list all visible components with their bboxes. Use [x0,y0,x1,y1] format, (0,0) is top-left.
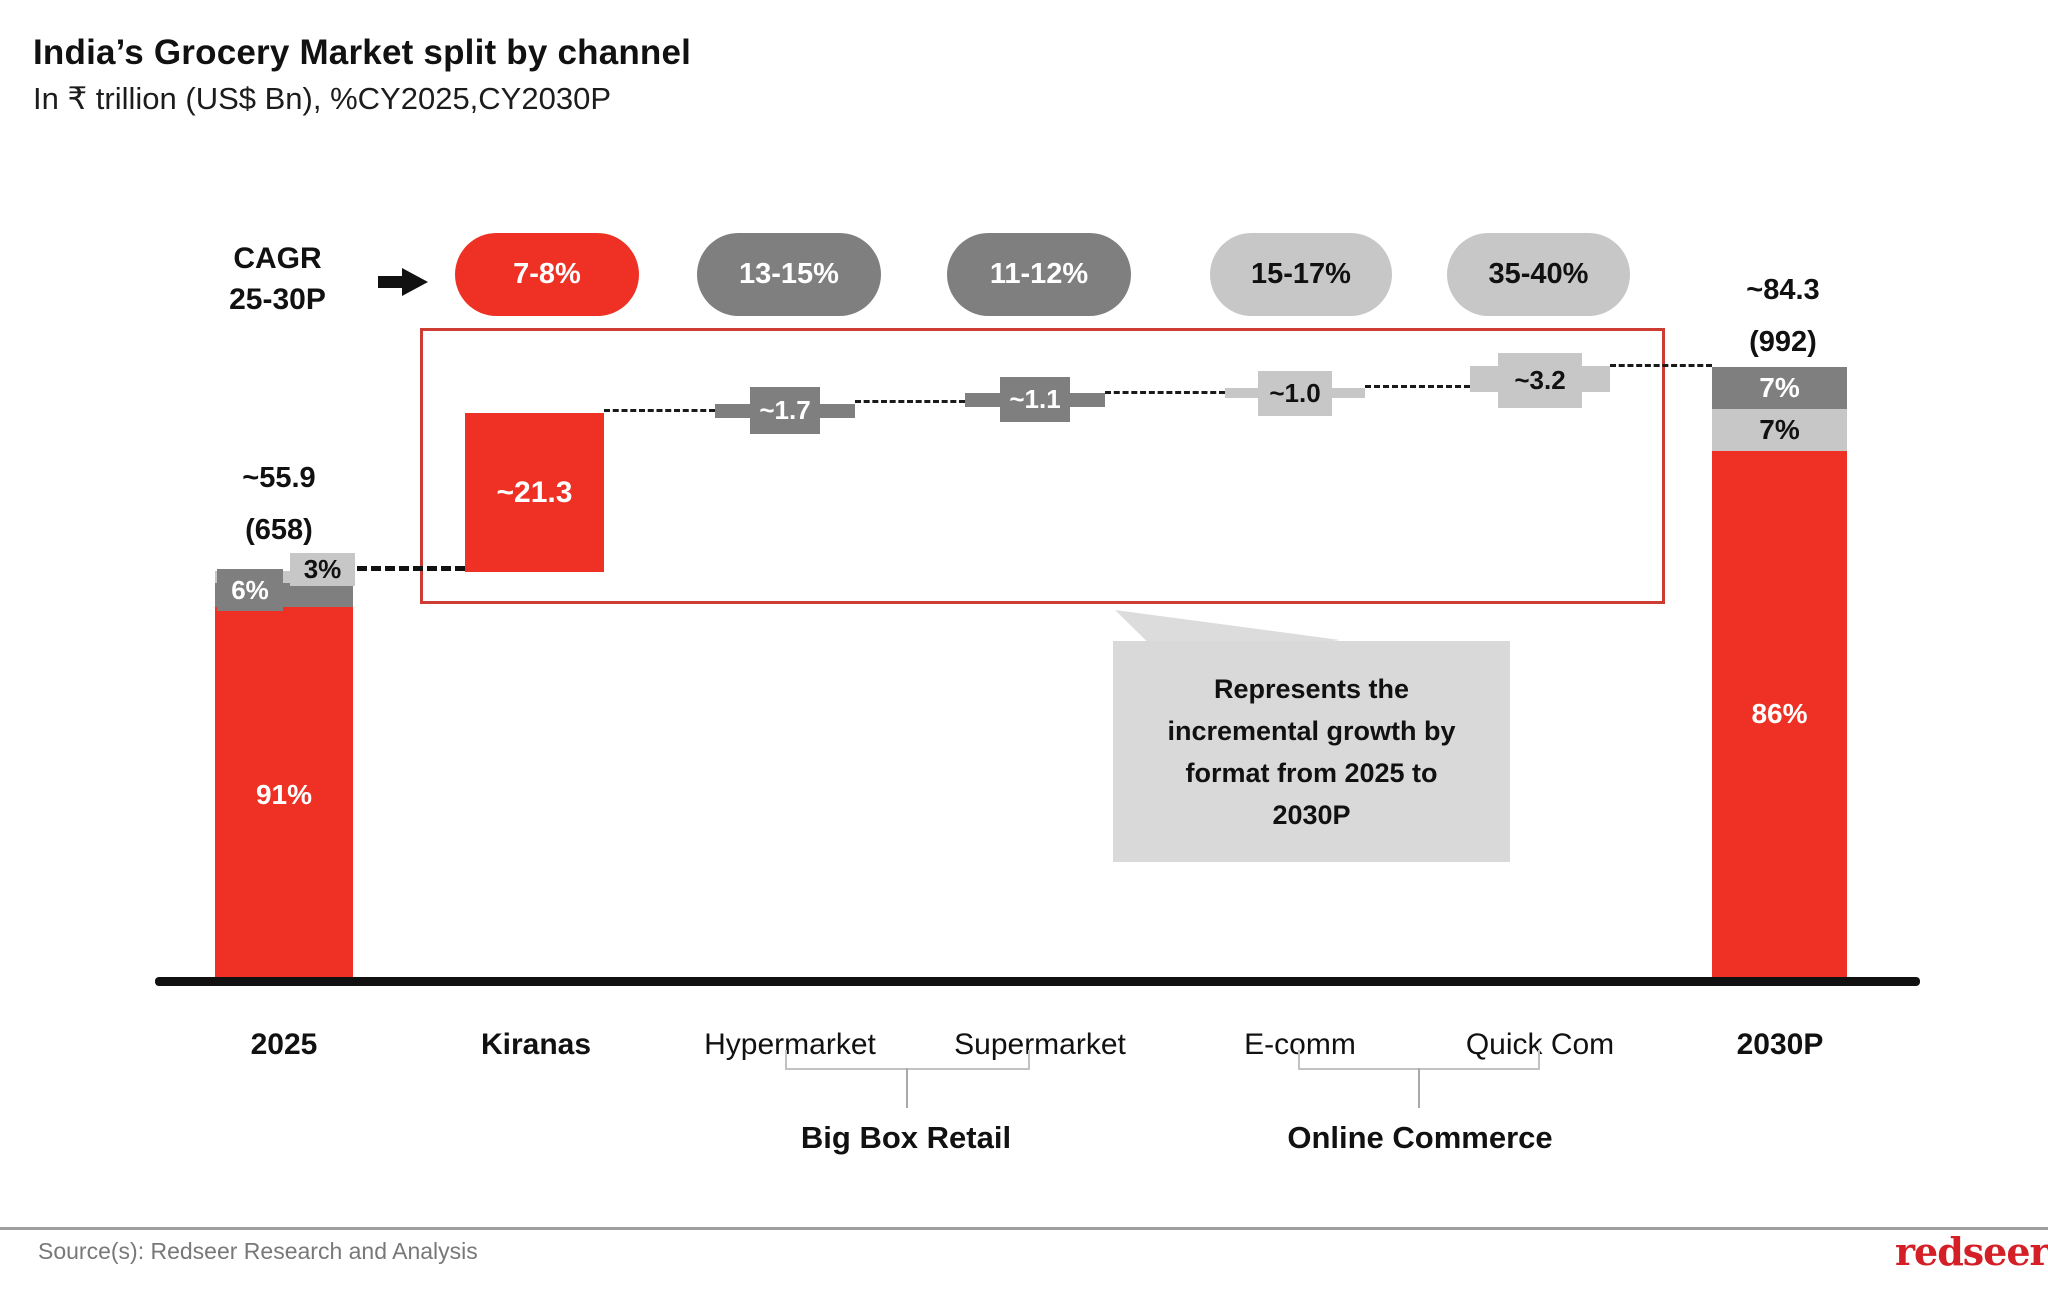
label-chip-2025-6pct: 6% [217,569,283,611]
cagr-label: CAGR 25-30P [190,238,365,320]
cagr-pill-ecomm: 15-17% [1210,233,1392,316]
x-label-quickcom: Quick Com [1465,1028,1615,1061]
step-bar-kiranas: ~21.3 [465,413,604,572]
bar-2025-91pct-label: 91% [255,779,313,810]
cagr-label-line2: 25-30P [229,283,326,316]
total-2025-trillion: ~55.9 [242,462,316,494]
brace-bigbox-right-tick [1028,1050,1030,1070]
connector-kiranas-hypermarket [604,409,715,412]
group-label-big-box-retail: Big Box Retail [800,1120,1012,1155]
x-axis-line [155,977,1920,986]
bar-2025-segment-red-91pct [215,607,353,978]
arrow-head [402,268,428,296]
x-label-2030p: 2030P [1736,1028,1824,1061]
brace-online-pointer [1418,1068,1420,1108]
x-label-ecomm: E-comm [1244,1028,1356,1061]
total-2030-trillion: ~84.3 [1746,274,1820,306]
brace-bigbox-left-tick [785,1050,787,1070]
cagr-label-line1: CAGR [233,242,322,275]
callout-box: Represents the incremental growth by for… [1113,641,1510,862]
bar-2025-totals: ~55.9 (658) [193,452,365,556]
brace-bigbox-pointer [906,1068,908,1108]
brace-online-right-tick [1538,1050,1540,1070]
connector-ecomm-quickcom [1365,385,1470,388]
bar-2030-segment-dark-7pct: 7% [1712,367,1847,409]
bar-2030-segment-red-86pct [1712,451,1847,978]
footer-divider [0,1227,2048,1230]
page-title: India’s Grocery Market split by channel [33,33,692,72]
incremental-outline-box [420,328,1665,604]
cagr-pill-quickcom: 35-40% [1447,233,1630,316]
label-chip-2025-3pct: 3% [290,553,355,586]
step-chip-quickcom: ~3.2 [1498,353,1582,408]
source-text: Source(s): Redseer Research and Analysis [38,1238,478,1264]
callout-line2: incremental growth by [1167,715,1456,746]
chart-subtitle: In ₹ trillion (US$ Bn), %CY2025,CY2030P [33,81,611,116]
cagr-pill-kiranas: 7-8% [455,233,639,316]
step-chip-hypermarket: ~1.7 [750,387,820,434]
connector-supermarket-ecomm [1105,391,1225,394]
bar-2030-totals: ~84.3 (992) [1697,264,1869,368]
total-2030-usd: (992) [1749,326,1817,358]
step-chip-supermarket: ~1.1 [1000,377,1070,422]
brace-online-left-tick [1298,1050,1300,1070]
callout-line4: 2030P [1272,799,1351,830]
cagr-pill-supermarket: 11-12% [947,233,1131,316]
step-chip-ecomm: ~1.0 [1258,371,1332,416]
arrow-right-icon [378,268,430,296]
x-label-kiranas: Kiranas [480,1028,592,1061]
redseer-logo: redseer [1895,1229,2048,1274]
x-label-2025: 2025 [250,1028,318,1061]
cagr-pill-hypermarket: 13-15% [697,233,881,316]
callout-line3: format from 2025 to [1185,757,1438,788]
connector-hypermarket-supermarket [855,400,965,403]
connector-quickcom-2030 [1610,364,1712,367]
x-label-supermarket: Supermarket [954,1028,1126,1061]
callout-line1: Represents the [1213,673,1410,704]
arrow-shaft [378,276,404,288]
connector-2025-kiranas [357,566,465,571]
bar-2030-86pct-label: 86% [1751,698,1808,729]
total-2025-usd: (658) [245,514,313,546]
bar-2030-segment-light-7pct: 7% [1712,409,1847,451]
x-label-hypermarket: Hypermarket [704,1028,876,1061]
group-label-online-commerce: Online Commerce [1287,1120,1553,1155]
